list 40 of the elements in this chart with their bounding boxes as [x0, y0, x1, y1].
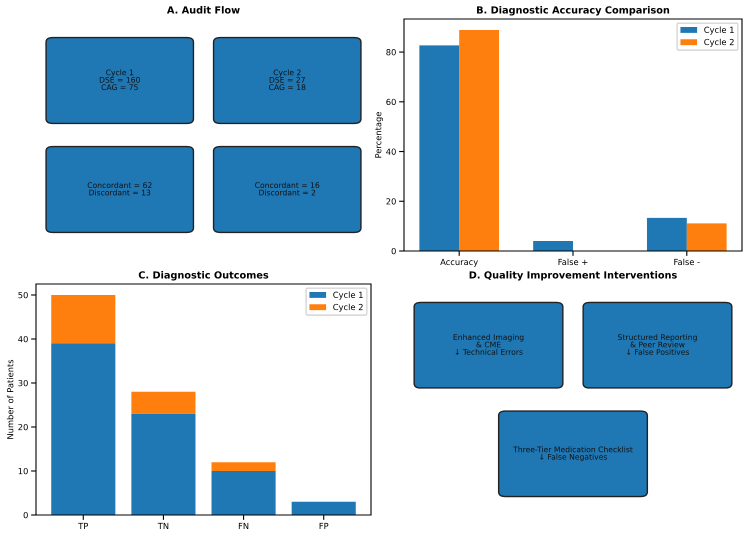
bar — [212, 471, 276, 515]
bar — [419, 45, 460, 251]
y-tick-label: 20 — [386, 198, 396, 205]
legend-label: Cycle 2 — [704, 38, 734, 47]
y-tick-label: 0 — [392, 248, 396, 254]
y-tick-label: 10 — [18, 468, 28, 474]
y-tick-label: 40 — [18, 336, 28, 342]
x-tick-label: FN — [238, 522, 248, 529]
y-tick-label: 30 — [18, 380, 28, 386]
bar — [131, 414, 196, 515]
text: D. Quality Improvement Interventions — [470, 271, 677, 281]
y-tick-label: 50 — [18, 292, 28, 298]
chart-title: C. Diagnostic Outcomes — [138, 271, 268, 281]
bar — [292, 502, 356, 515]
bar — [51, 343, 116, 515]
y-axis-title: Number of Patients — [6, 360, 14, 439]
text: A. Audit Flow — [166, 6, 240, 14]
x-tick-label: TP — [78, 522, 88, 529]
x-tick-label: TN — [158, 522, 168, 529]
bar — [646, 218, 687, 251]
bar — [51, 295, 116, 344]
bar — [459, 30, 500, 251]
legend-label: Cycle 1 — [704, 26, 734, 35]
y-tick-label: 40 — [386, 148, 396, 155]
y-tick-label: 60 — [386, 98, 396, 106]
x-tick-label: False - — [674, 258, 700, 266]
y-tick-label: 0 — [24, 512, 28, 518]
y-tick-label: 20 — [18, 424, 28, 430]
y-tick-label: 80 — [386, 49, 396, 56]
bar — [533, 241, 573, 251]
x-tick-label: FP — [320, 522, 328, 529]
chart-title: B. Diagnostic Accuracy Comparison — [477, 6, 670, 16]
bar — [212, 462, 276, 471]
legend-label: Cycle 2 — [333, 304, 363, 312]
x-tick-label: Accuracy — [440, 258, 478, 267]
y-axis-title: Percentage — [375, 112, 383, 158]
x-tick-label: False + — [558, 258, 588, 266]
legend-label: Cycle 1 — [333, 292, 363, 300]
bar — [686, 223, 727, 251]
bar — [131, 392, 196, 414]
